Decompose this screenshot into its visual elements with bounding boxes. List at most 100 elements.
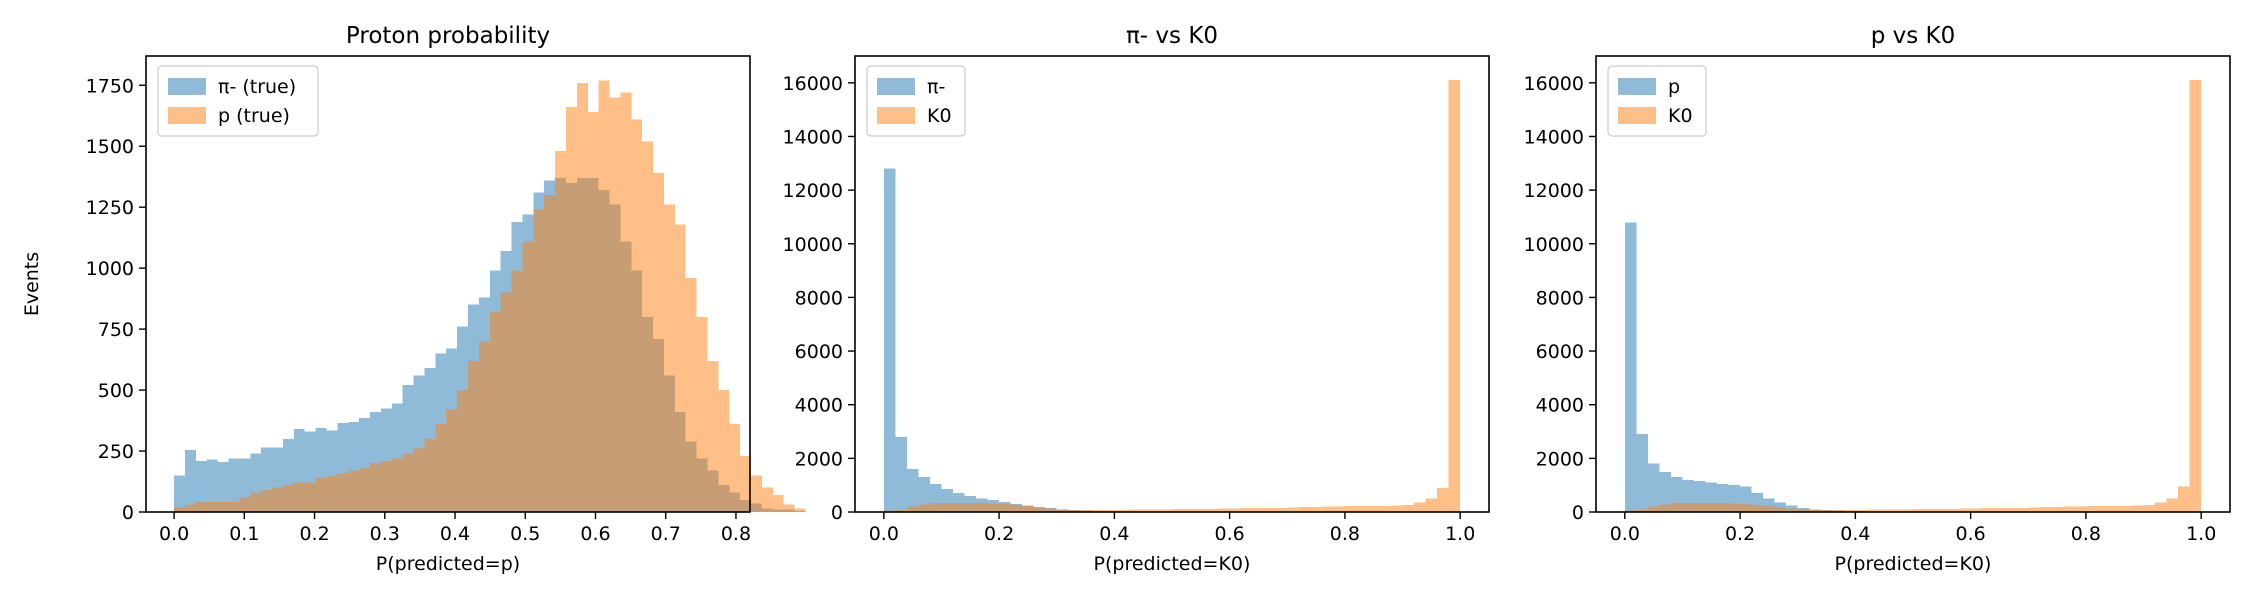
y-tick-label: 6000 (1536, 341, 1584, 363)
histogram-bar (348, 421, 360, 512)
histogram-bar (1797, 509, 1810, 512)
histogram-bar (1682, 502, 1694, 512)
histogram-bar (413, 448, 425, 512)
histogram-bar (2039, 507, 2052, 512)
histogram-bar (468, 360, 479, 512)
histogram-bar (653, 173, 664, 512)
y-tick-label: 0 (831, 502, 843, 524)
chart-panel-1: 0.0 0.1 0.2 0.3 0.4 0.5 0.6 0.7 0.8 0 250 500 750 100… (21, 23, 806, 575)
histogram-bar (1751, 505, 1764, 512)
histogram-bar (1022, 506, 1034, 512)
x-tick-label: 0.7 (651, 523, 681, 545)
x-tick-label: 0.0 (159, 523, 189, 545)
histogram-bar (685, 277, 697, 512)
x-tick-label: 1.0 (2186, 523, 2216, 545)
legend: π- (true) p (true) (157, 65, 319, 137)
histogram-bar (413, 375, 425, 512)
histogram-bar (250, 453, 262, 512)
histogram-bar (174, 507, 185, 512)
histogram-bar (1287, 507, 1299, 512)
histogram-bar (1993, 508, 2006, 512)
histogram-bar (1832, 510, 1844, 512)
chart-panel-3: 0.0 0.2 0.4 0.6 0.8 1.0 0 2000 4000 6000 8000 10000… (1524, 23, 2231, 575)
histogram-bar (2166, 498, 2179, 512)
histogram-bar (883, 168, 896, 513)
x-axis-label: P(predicted=K0) (1835, 553, 1992, 575)
x-tick-label: 0.6 (580, 523, 610, 545)
histogram-bar (1774, 507, 1787, 512)
histogram-bar (1705, 503, 1718, 512)
histogram-bar (952, 502, 965, 512)
x-tick-label: 0.3 (370, 523, 400, 545)
histogram-bar (1670, 503, 1683, 512)
x-tick-label: 0.6 (1215, 523, 1245, 545)
histogram-bar (337, 472, 349, 512)
histogram-bar (261, 490, 273, 512)
legend: π- K0 (866, 65, 966, 137)
histogram-bar (2005, 507, 2017, 512)
histogram-bar (2074, 506, 2086, 512)
histogram-bar (359, 418, 371, 512)
histogram-bar (1924, 509, 1937, 512)
histogram-bar (1091, 510, 1103, 512)
y-tick-label: 16000 (1524, 73, 1584, 95)
histogram-bar (500, 292, 512, 512)
legend-label: π- (true) (218, 76, 296, 98)
histogram-bar (918, 504, 930, 512)
histogram-bar (261, 447, 273, 512)
y-tick-label: 0 (122, 502, 134, 524)
y-tick-label: 6000 (795, 341, 843, 363)
y-tick-label: 4000 (795, 395, 843, 417)
histogram-bar (282, 485, 294, 512)
histogram-bar (1114, 509, 1126, 512)
histogram-bar (1195, 508, 1207, 512)
histogram-bar (696, 316, 708, 512)
x-axis-label: P(predicted=K0) (1094, 553, 1251, 575)
histogram-bar (1218, 508, 1230, 512)
histogram-bar (1137, 509, 1149, 512)
histogram-bar (1878, 509, 1890, 512)
histogram-bar (1728, 485, 1741, 512)
histogram-bar (282, 438, 294, 512)
histogram-bar (929, 503, 942, 512)
histogram-bar (1763, 498, 1775, 512)
histogram-bar (631, 119, 643, 513)
histogram-bar (1959, 508, 1971, 512)
chart-panel-2: 0.0 0.2 0.4 0.6 0.8 1.0 0 2000 4000 6000 8000 10000… (783, 23, 1490, 575)
histogram-bar (184, 504, 196, 512)
histogram-bar (1751, 493, 1764, 512)
histogram-bar (2097, 506, 2109, 512)
histogram-bar (293, 482, 305, 512)
histogram-bar (348, 470, 360, 512)
histogram-bar (895, 436, 907, 512)
histogram-bar (1866, 509, 1879, 512)
histogram-bar (1425, 498, 1438, 512)
histogram-bar (533, 209, 545, 512)
legend-label: p (true) (218, 105, 290, 127)
y-tick-label: 1500 (86, 136, 134, 158)
histogram-bar (239, 497, 251, 512)
histogram-bar (642, 141, 654, 512)
histogram-bar (1241, 508, 1253, 512)
histogram-bar (2120, 505, 2133, 512)
histogram-bar (783, 504, 795, 512)
histogram-bar (918, 477, 930, 512)
histogram-bar (1321, 506, 1334, 512)
y-tick-label: 12000 (1524, 180, 1584, 202)
histogram-bar (1636, 434, 1648, 512)
x-tick-label: 0.0 (869, 523, 899, 545)
histogram-bar (587, 112, 599, 512)
y-tick-label: 0 (1572, 502, 1584, 524)
histogram-bar (272, 447, 283, 512)
histogram-bar (1160, 509, 1172, 512)
histogram-bar (2143, 505, 2156, 512)
x-tick-label: 0.2 (1725, 523, 1755, 545)
histogram-bar (2085, 506, 2098, 512)
histogram-bar (1809, 509, 1821, 512)
legend: p K0 (1607, 65, 1707, 137)
histogram-bar (1855, 509, 1867, 512)
histogram-bar (964, 503, 977, 512)
histogram-bar (1402, 505, 1415, 512)
histogram-bar (446, 409, 458, 512)
histogram-bar (1298, 507, 1311, 512)
